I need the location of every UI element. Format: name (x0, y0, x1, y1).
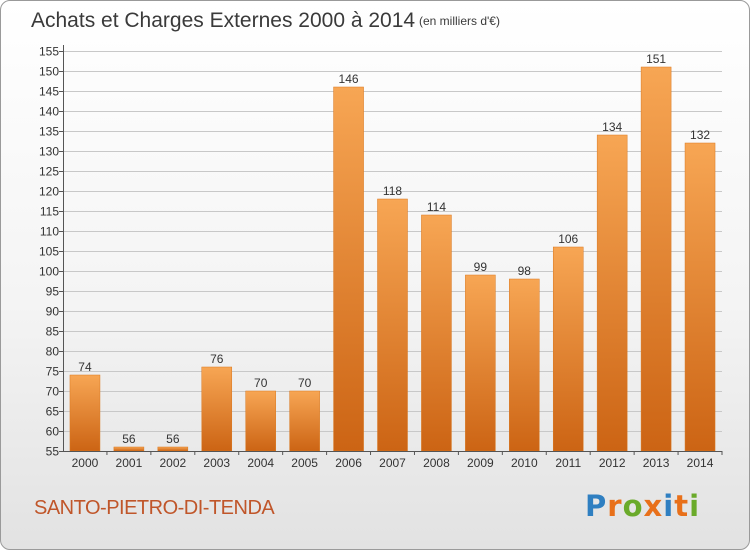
x-tick-label: 2007 (379, 456, 406, 470)
bar (113, 446, 145, 452)
bar (421, 214, 452, 452)
data-label: 70 (298, 376, 312, 390)
data-label: 56 (166, 432, 180, 446)
x-tick-label: 2009 (467, 456, 494, 470)
chart-title: Achats et Charges Externes 2000 à 2014 (31, 9, 416, 32)
x-tick-label: 2006 (335, 456, 362, 470)
x-tick-label: 2000 (72, 456, 99, 470)
axes (59, 45, 723, 455)
y-tick-label: 155 (39, 45, 59, 59)
data-label: 151 (646, 52, 666, 66)
bar (157, 446, 189, 452)
bar (201, 366, 233, 452)
logo-letter: i (689, 489, 701, 523)
data-label: 106 (558, 232, 578, 246)
x-tick-label: 2011 (555, 456, 581, 470)
y-tick-label: 75 (46, 365, 60, 379)
x-tick-label: 2004 (247, 456, 274, 470)
commune-name: SANTO-PIETRO-DI-TENDA (34, 497, 275, 519)
data-label: 114 (427, 200, 446, 214)
x-tick-label: 2001 (116, 456, 143, 470)
data-label: 146 (339, 72, 359, 86)
y-tick-label: 145 (39, 85, 59, 99)
y-tick-label: 55 (46, 445, 60, 459)
bar (684, 142, 716, 452)
data-label: 132 (690, 128, 710, 142)
y-tick-label: 100 (39, 265, 59, 279)
data-label: 76 (210, 352, 224, 366)
y-tick-label: 85 (46, 325, 60, 339)
data-label: 99 (474, 260, 488, 274)
y-tick-label: 105 (39, 245, 59, 259)
chart-subtitle: (en milliers d'€) (419, 14, 500, 28)
bar (289, 390, 320, 452)
y-tick-label: 90 (46, 305, 60, 319)
data-label: 56 (122, 432, 136, 446)
y-tick-label: 135 (39, 125, 59, 139)
labels: 55 60 65 70 75 80 85 90 95 100 105 110 115 120 125 130 1… (39, 45, 714, 471)
bar (640, 66, 672, 452)
bar (69, 374, 101, 452)
bar (596, 134, 628, 452)
data-label: 74 (78, 360, 92, 374)
y-tick-label: 70 (46, 385, 60, 399)
y-tick-label: 120 (39, 185, 59, 199)
bar (465, 274, 496, 452)
x-tick-label: 2008 (423, 456, 450, 470)
x-tick-label: 2012 (599, 456, 626, 470)
y-tick-label: 140 (39, 105, 59, 119)
logo-letter: o (622, 489, 644, 523)
logo-letter: r (607, 489, 623, 523)
logo-letter: x (643, 489, 664, 523)
bar (245, 390, 276, 452)
x-tick-label: 2005 (291, 456, 318, 470)
y-tick-label: 150 (39, 65, 59, 79)
x-tick-label: 2010 (511, 456, 538, 470)
bars (69, 66, 716, 452)
x-tick-label: 2002 (159, 456, 186, 470)
y-tick-label: 125 (39, 165, 59, 179)
logo-letter: P (585, 489, 608, 523)
y-tick-label: 60 (46, 425, 60, 439)
x-tick-label: 2003 (203, 456, 230, 470)
data-label: 70 (254, 376, 268, 390)
y-tick-label: 65 (46, 405, 60, 419)
data-label: 98 (518, 264, 532, 278)
bar (377, 198, 408, 452)
data-label: 118 (383, 184, 402, 198)
logo-letter: t (674, 489, 690, 523)
y-tick-label: 95 (46, 285, 60, 299)
data-label: 134 (602, 120, 622, 134)
bar (333, 86, 364, 452)
y-tick-label: 110 (40, 225, 59, 239)
y-tick-label: 80 (46, 345, 60, 359)
x-tick-label: 2014 (687, 456, 714, 470)
y-tick-label: 130 (39, 145, 59, 159)
y-tick-label: 115 (40, 205, 59, 219)
bar (509, 278, 540, 452)
logo-letter: i (663, 489, 675, 523)
bar (552, 246, 584, 452)
proxiti-logo[interactable]: Proxiti (585, 489, 700, 523)
x-tick-label: 2013 (643, 456, 670, 470)
